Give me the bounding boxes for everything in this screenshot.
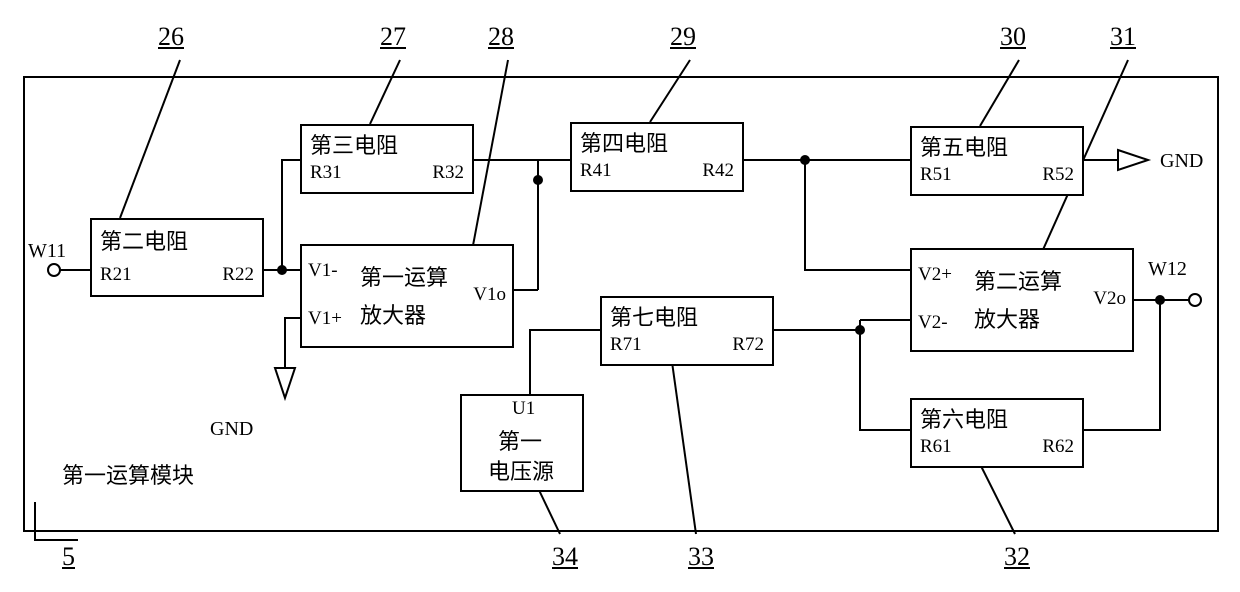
voltage-source-u1: U1: [512, 398, 535, 420]
resistor-7-block: 第七电阻 R71 R72: [600, 296, 774, 366]
opamp-1-vplus: V1+: [308, 308, 342, 330]
callout-30: 30: [1000, 22, 1026, 52]
resistor-2-pin-2: R22: [222, 264, 254, 286]
resistor-6-title: 第六电阻: [920, 402, 1008, 434]
voltage-source-block: U1 第一 电压源: [460, 394, 584, 492]
resistor-7-pin-2: R72: [732, 334, 764, 356]
port-w11-label: W11: [28, 240, 66, 263]
opamp-2-block: V2+ V2- 第二运算 放大器 V2o: [910, 248, 1134, 352]
opamp-2-vplus: V2+: [918, 264, 952, 286]
resistor-7-title: 第七电阻: [610, 300, 698, 332]
resistor-2-title: 第二电阻: [100, 224, 188, 256]
callout-28: 28: [488, 22, 514, 52]
resistor-5-title: 第五电阻: [920, 130, 1008, 162]
opamp-2-title-1: 第二运算: [974, 264, 1062, 296]
callout-27: 27: [380, 22, 406, 52]
opamp-2-vminus: V2-: [918, 312, 948, 334]
resistor-3-title: 第三电阻: [310, 128, 398, 160]
callout-31: 31: [1110, 22, 1136, 52]
opamp-1-block: V1- V1+ 第一运算 放大器 V1o: [300, 244, 514, 348]
diagram-canvas: 第一运算模块 第二电阻 R21 R22 第三电阻 R31 R32 第四电阻 R4…: [0, 0, 1240, 592]
callout-5: 5: [62, 542, 75, 572]
callout-26: 26: [158, 22, 184, 52]
resistor-7-pin-1: R71: [610, 334, 642, 356]
resistor-4-block: 第四电阻 R41 R42: [570, 122, 744, 192]
resistor-5-block: 第五电阻 R51 R52: [910, 126, 1084, 196]
resistor-4-title: 第四电阻: [580, 126, 668, 158]
opamp-1-vminus: V1-: [308, 260, 338, 282]
callout-33: 33: [688, 542, 714, 572]
callout-32: 32: [1004, 542, 1030, 572]
module-title: 第一运算模块: [62, 458, 194, 490]
resistor-5-pin-2: R52: [1042, 164, 1074, 186]
port-w12-label: W12: [1148, 258, 1187, 281]
callout-29: 29: [670, 22, 696, 52]
gnd-top-label: GND: [1160, 150, 1203, 173]
voltage-source-line3: 电压源: [488, 454, 554, 486]
resistor-6-pin-2: R62: [1042, 436, 1074, 458]
voltage-source-line2: 第一: [498, 424, 542, 456]
resistor-2-block: 第二电阻 R21 R22: [90, 218, 264, 297]
resistor-3-pin-1: R31: [310, 162, 342, 184]
resistor-4-pin-2: R42: [702, 160, 734, 182]
opamp-1-vo: V1o: [473, 284, 506, 306]
gnd-bot-label: GND: [210, 418, 253, 441]
resistor-5-pin-1: R51: [920, 164, 952, 186]
opamp-2-title-2: 放大器: [974, 302, 1040, 334]
opamp-1-title-2: 放大器: [360, 298, 426, 330]
resistor-3-pin-2: R32: [432, 162, 464, 184]
resistor-3-block: 第三电阻 R31 R32: [300, 124, 474, 194]
opamp-1-title-1: 第一运算: [360, 260, 448, 292]
resistor-2-pin-1: R21: [100, 264, 132, 286]
resistor-6-pin-1: R61: [920, 436, 952, 458]
resistor-6-block: 第六电阻 R61 R62: [910, 398, 1084, 468]
callout-34: 34: [552, 542, 578, 572]
opamp-2-vo: V2o: [1093, 288, 1126, 310]
resistor-4-pin-1: R41: [580, 160, 612, 182]
